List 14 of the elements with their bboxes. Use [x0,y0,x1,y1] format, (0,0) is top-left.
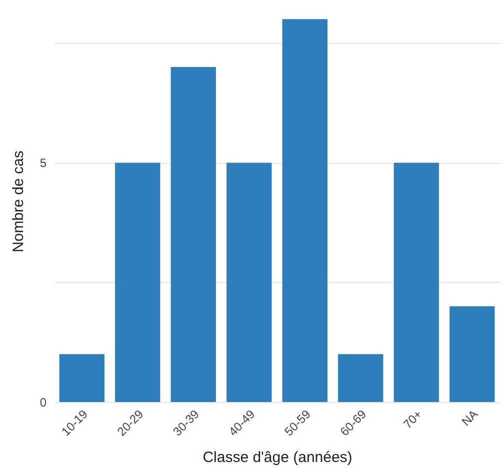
x-tick-label: NA [458,407,481,429]
bar [282,19,328,402]
x-tick-label: 70+ [400,407,425,432]
bar [59,354,104,402]
y-tick-label: 5 [40,156,47,170]
x-axis-title: Classe d'âge (années) [202,448,352,466]
bar [226,162,272,402]
bar [115,162,160,402]
y-tick-label: 0 [40,396,47,410]
bar [338,354,384,402]
y-axis-title: Nombre de cas [10,150,27,252]
bar [170,67,216,402]
bar [450,306,495,402]
bar [394,162,439,402]
